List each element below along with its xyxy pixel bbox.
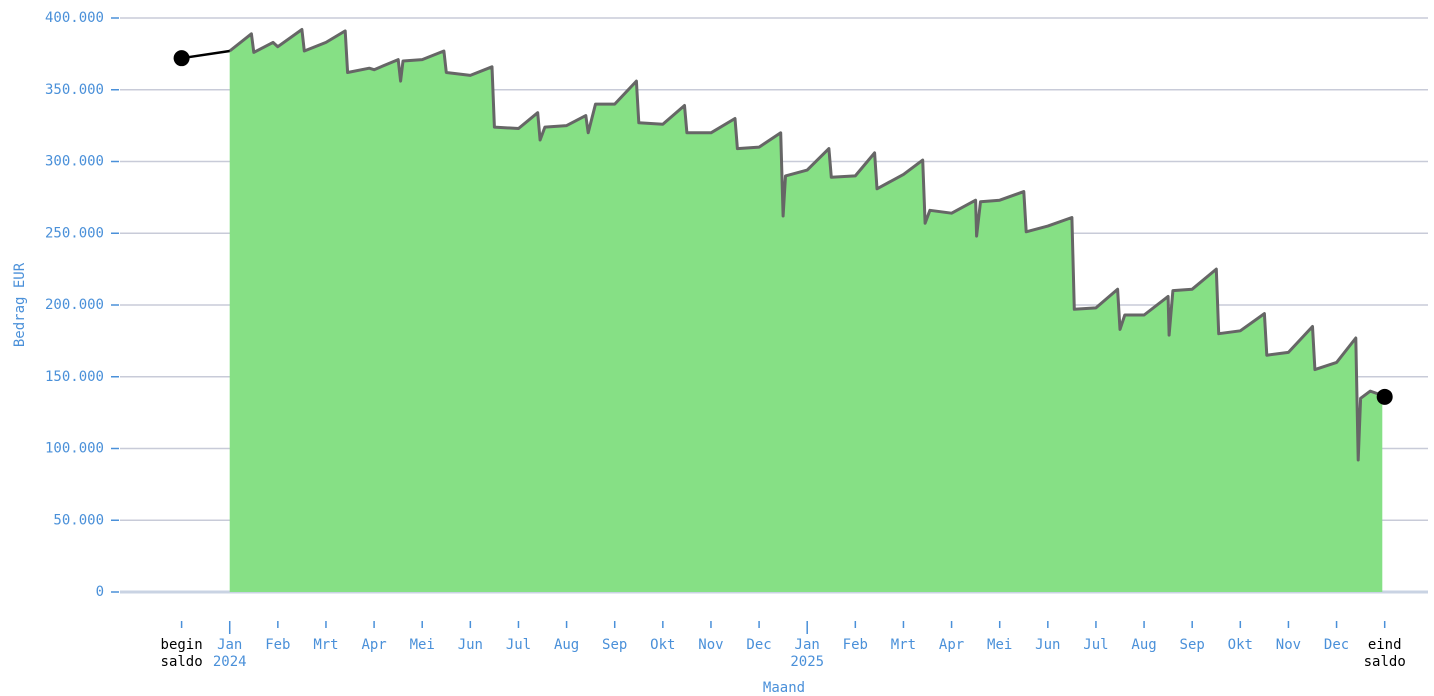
x-tick-label-line: Mrt	[313, 637, 338, 653]
x-tick-label-line: Aug	[1131, 637, 1156, 653]
x-tick-label-line: Jan	[795, 637, 820, 653]
x-tick-label: Mrt	[313, 637, 338, 653]
y-tick-label: 400.000	[45, 10, 104, 26]
x-tick-label-line: Dec	[746, 637, 771, 653]
x-tick-label-line: Jun	[458, 637, 483, 653]
x-tick-label: Apr	[939, 637, 964, 653]
x-tick-label: Feb	[843, 637, 868, 653]
x-tick-label-line: Apr	[939, 637, 964, 653]
x-tick-label: Dec	[746, 637, 771, 653]
x-tick-label-line: saldo	[161, 654, 203, 670]
y-tick-label: 300.000	[45, 154, 104, 170]
x-tick-label-line: Nov	[1276, 637, 1301, 653]
area	[229, 29, 1383, 592]
x-tick-label-line: Jul	[506, 637, 531, 653]
x-tick-label-line: Apr	[361, 637, 386, 653]
x-tick-label: eind saldo	[1364, 637, 1406, 670]
x-tick-label-line: Okt	[650, 637, 675, 653]
x-tick-label-line: Feb	[265, 637, 290, 653]
x-tick-label-line: Aug	[554, 637, 579, 653]
begin-saldo-dot	[173, 50, 190, 67]
x-tick-label: Mei	[987, 637, 1012, 653]
x-tick-label: Mrt	[891, 637, 916, 653]
x-tick-label-line: eind	[1368, 637, 1402, 653]
x-tick-label-line: Okt	[1228, 637, 1253, 653]
x-tick-label: Sep	[1180, 637, 1205, 653]
x-tick-label: Okt	[650, 637, 675, 653]
y-tick-label: 100.000	[45, 441, 104, 457]
x-tick-label: Jan 2024	[213, 637, 247, 670]
x-tick-label-line: Jan	[217, 637, 242, 653]
y-axis-label: Bedrag EUR	[12, 262, 28, 347]
y-tick-label: 150.000	[45, 369, 104, 385]
begin-connector	[181, 49, 230, 60]
eind-saldo-dot	[1376, 388, 1393, 405]
x-tick-label-line: Sep	[602, 637, 627, 653]
y-tick-label: 250.000	[45, 225, 104, 241]
x-tick-label: Jun	[458, 637, 483, 653]
x-tick-label-line: Sep	[1180, 637, 1205, 653]
x-tick-label: begin saldo	[161, 637, 203, 670]
x-tick-label: Apr	[361, 637, 386, 653]
x-tick-label: Nov	[698, 637, 723, 653]
x-tick-label: Mei	[410, 637, 435, 653]
x-tick-label: Aug	[554, 637, 579, 653]
x-tick-label-line: Feb	[843, 637, 868, 653]
x-tick-label-line: saldo	[1364, 654, 1406, 670]
x-tick-label: Jul	[1083, 637, 1108, 653]
x-tick-label-line: Jun	[1035, 637, 1060, 653]
y-tick-label: 0	[96, 584, 104, 600]
x-tick-label-line: Nov	[698, 637, 723, 653]
x-axis-label: Maand	[763, 680, 805, 696]
x-tick-label-line: Mei	[410, 637, 435, 653]
y-tick-label: 50.000	[53, 512, 104, 528]
x-tick-label: Okt	[1228, 637, 1253, 653]
x-tick-label-line: Dec	[1324, 637, 1349, 653]
line	[228, 28, 1383, 462]
x-tick-label-line: begin	[161, 637, 203, 653]
x-tick-label: Dec	[1324, 637, 1349, 653]
x-tick-label-line: Jul	[1083, 637, 1108, 653]
x-tick-label-line: Mrt	[891, 637, 916, 653]
x-tick-label-line: Mei	[987, 637, 1012, 653]
x-tick-label: Jun	[1035, 637, 1060, 653]
y-tick-label: 350.000	[45, 82, 104, 98]
x-tick-label: Feb	[265, 637, 290, 653]
y-tick-label: 200.000	[45, 297, 104, 313]
x-tick-label: Jan 2025	[790, 637, 824, 670]
x-tick-label-line: 2025	[790, 654, 824, 670]
x-tick-label: Aug	[1131, 637, 1156, 653]
x-tick-label: Nov	[1276, 637, 1301, 653]
x-tick-label: Jul	[506, 637, 531, 653]
x-tick-label: Sep	[602, 637, 627, 653]
x-tick-label-line: 2024	[213, 654, 247, 670]
